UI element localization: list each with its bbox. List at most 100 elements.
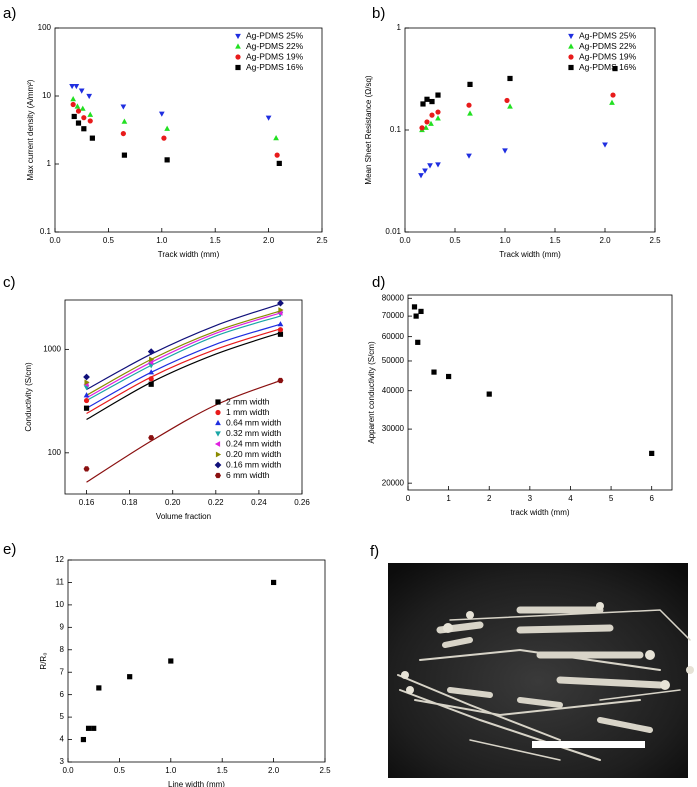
x-tick-label: 2.0 — [599, 236, 611, 245]
y-tick-label: 6 — [60, 690, 65, 699]
x-axis-title: Volume fraction — [156, 512, 211, 521]
legend-label: Ag-PDMS 22% — [579, 41, 637, 51]
data-point — [277, 310, 283, 316]
data-point — [87, 111, 94, 117]
data-point — [161, 135, 167, 141]
x-tick-label: 1.5 — [210, 236, 222, 245]
data-point — [271, 579, 277, 586]
data-point — [265, 115, 272, 121]
data-point — [610, 92, 616, 98]
data-point — [435, 109, 441, 115]
data-point — [435, 115, 441, 121]
x-tick-label: 0.20 — [165, 498, 181, 507]
legend-label: 2 mm width — [226, 396, 270, 406]
data-point — [276, 160, 282, 167]
x-tick-label: 0 — [406, 494, 411, 503]
y-tick-label: 9 — [60, 622, 65, 631]
data-point — [411, 304, 418, 310]
y-axis-title: Mean Sheet Resistance (Ω/sq) — [364, 75, 373, 184]
x-tick-label: 2.5 — [319, 766, 331, 775]
legend-marker — [235, 33, 241, 40]
y-tick-label: 80000 — [382, 293, 405, 302]
y-tick-label: 0.1 — [40, 227, 52, 236]
y-tick-label: 100 — [38, 23, 52, 32]
legend-marker — [235, 54, 241, 60]
data-point — [83, 392, 90, 398]
legend-marker — [235, 43, 241, 49]
data-point — [446, 373, 452, 380]
printed-pads — [401, 602, 694, 694]
y-tick-label: 1 — [47, 159, 52, 168]
data-point — [273, 135, 279, 141]
data-point — [422, 168, 428, 174]
panel-label: b) — [372, 5, 385, 22]
data-point — [91, 725, 97, 731]
data-point — [277, 327, 284, 333]
fit-line — [86, 303, 281, 390]
data-point — [85, 725, 92, 731]
x-tick-label: 0.5 — [449, 236, 461, 245]
data-point — [70, 101, 76, 108]
panel-label: e) — [3, 541, 16, 558]
legend-label: 0.32 mm width — [226, 428, 282, 438]
y-tick-label: 70000 — [382, 311, 405, 320]
y-tick-label: 60000 — [382, 332, 405, 341]
data-point — [602, 142, 608, 148]
legend-marker — [235, 64, 241, 71]
data-point — [71, 113, 77, 120]
y-tick-label: 40000 — [382, 386, 405, 395]
data-point — [89, 135, 95, 141]
legend-label: 6 mm width — [226, 470, 270, 480]
scale-bar — [532, 741, 645, 748]
data-point — [277, 331, 284, 337]
x-tick-label: 0.0 — [62, 766, 74, 775]
x-tick-label: 4 — [568, 494, 573, 503]
x-tick-label: 0.0 — [399, 236, 411, 245]
data-point — [649, 450, 655, 457]
x-tick-label: 6 — [649, 494, 654, 503]
data-point — [418, 173, 424, 179]
data-point — [467, 110, 473, 116]
x-tick-label: 0.18 — [122, 498, 138, 507]
data-point — [418, 308, 424, 315]
x-tick-label: 1.0 — [499, 236, 511, 245]
x-tick-label: 2.0 — [263, 236, 275, 245]
panel-label: f) — [370, 543, 379, 560]
y-tick-label: 7 — [60, 667, 65, 676]
legend-label: Ag-PDMS 16% — [579, 62, 637, 72]
data-point — [120, 130, 126, 137]
legend-label: 1 mm width — [226, 407, 270, 417]
legend-label: Ag-PDMS 19% — [579, 51, 637, 61]
data-point — [83, 466, 90, 472]
x-tick-label: 2.5 — [316, 236, 328, 245]
legend-label: Ag-PDMS 25% — [246, 30, 304, 40]
y-tick-label: 3 — [60, 757, 65, 766]
data-point — [429, 112, 435, 118]
fit-line — [86, 323, 281, 409]
x-axis-title: Line width (mm) — [168, 780, 225, 787]
data-point — [81, 115, 87, 121]
data-point — [435, 92, 441, 98]
data-point — [278, 307, 284, 313]
y-tick-label: 5 — [60, 712, 65, 721]
legend-label: Ag-PDMS 19% — [246, 51, 304, 61]
x-tick-label: 0.24 — [251, 498, 267, 507]
x-tick-label: 2.0 — [268, 766, 280, 775]
printed-tracks — [397, 606, 691, 761]
data-point — [427, 163, 433, 169]
data-point — [80, 736, 87, 743]
fit-line — [86, 310, 281, 396]
data-point — [431, 369, 437, 375]
y-axis-title: Apparent conductivity (S/cm) — [367, 341, 376, 444]
y-axis-title: Conductivity (S/cm) — [24, 362, 33, 432]
data-point — [502, 148, 508, 154]
data-point — [164, 157, 170, 163]
legend-label: 0.24 mm width — [226, 438, 282, 448]
data-point — [79, 105, 86, 111]
fit-line — [86, 379, 281, 483]
x-tick-label: 0.26 — [294, 498, 310, 507]
data-point — [424, 96, 430, 102]
legend-marker — [215, 409, 221, 416]
data-point — [428, 120, 434, 126]
